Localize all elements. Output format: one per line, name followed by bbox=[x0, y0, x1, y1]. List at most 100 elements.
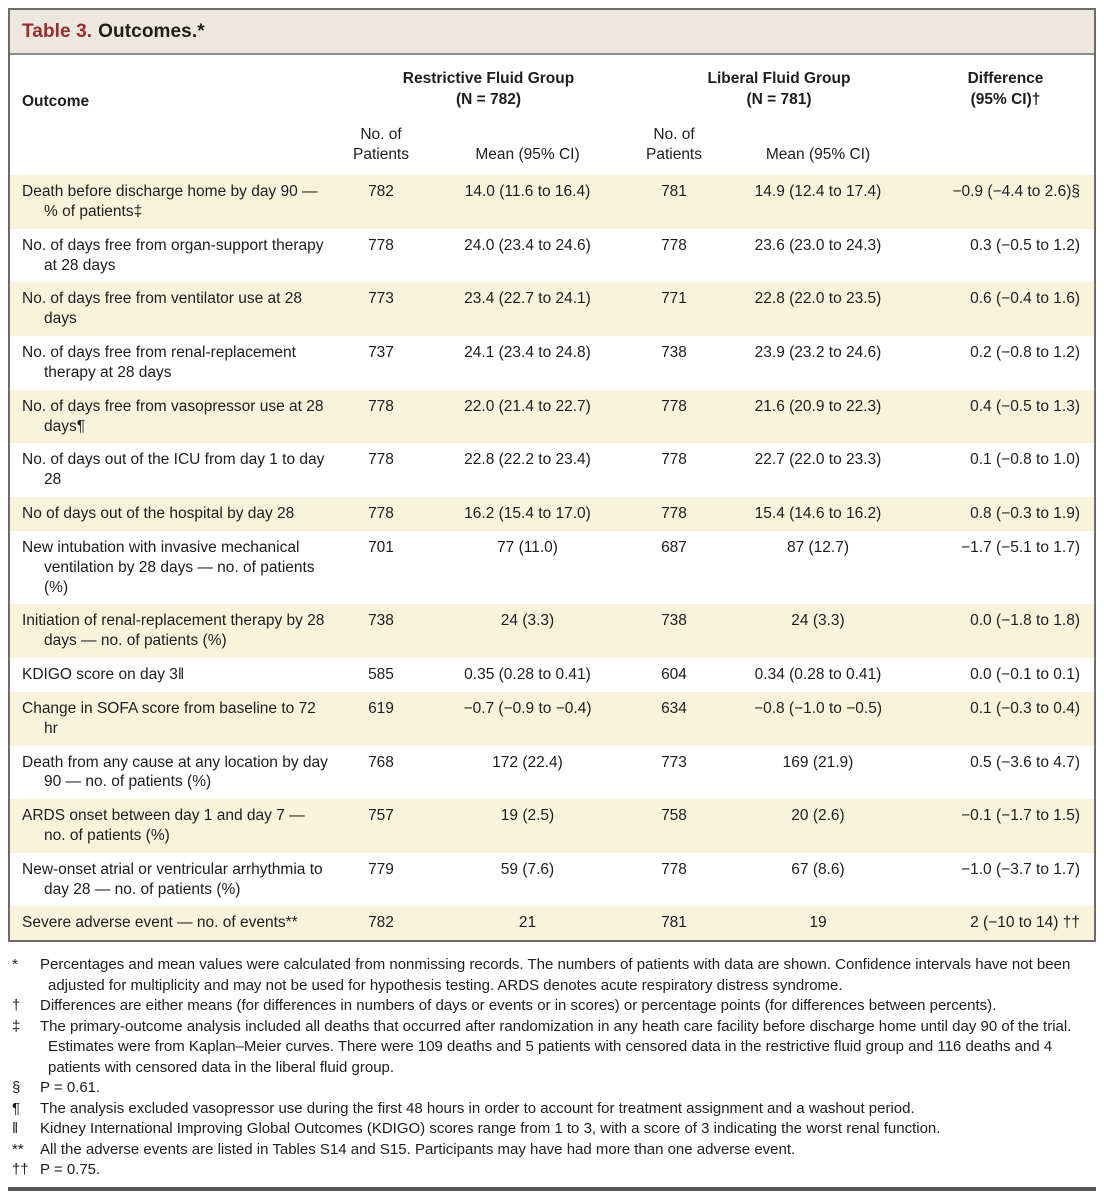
restrictive-n-cell: 782 bbox=[368, 914, 394, 932]
column-header-difference: Difference (95% CI)† bbox=[967, 70, 1044, 108]
sub-header-restrictive-n: No. of Patients bbox=[352, 125, 409, 163]
difference-cell: 0.4 (−0.5 to 1.3) bbox=[970, 397, 1080, 415]
liberal-n-cell: 771 bbox=[661, 290, 687, 308]
outcome-cell: New intubation with invasive mechanical … bbox=[22, 538, 315, 596]
footnote-text: Differences are either means (for differ… bbox=[40, 997, 997, 1015]
restrictive-mean-cell: 59 (7.6) bbox=[500, 860, 555, 878]
difference-cell: 0.1 (−0.8 to 1.0) bbox=[970, 451, 1080, 469]
footnote-text: All the adverse events are listed in Tab… bbox=[40, 1140, 796, 1158]
restrictive-mean-cell: 23.4 (22.7 to 24.1) bbox=[464, 290, 591, 308]
sub-header-spacer bbox=[923, 125, 1094, 165]
outcomes-table: Table 3. Outcomes.* Outcome Restrictive F… bbox=[8, 8, 1096, 943]
restrictive-n-cell: 773 bbox=[368, 290, 394, 308]
footnote-item: † Differences are either means (for diff… bbox=[10, 996, 1094, 1017]
footnote-item: § P = 0.61. bbox=[10, 1078, 1094, 1099]
bottom-rule bbox=[8, 1187, 1096, 1191]
footnote-marker: †† bbox=[12, 1161, 29, 1179]
difference-cell: 2 (−10 to 14) †† bbox=[970, 914, 1080, 932]
restrictive-mean-cell: 77 (11.0) bbox=[497, 538, 558, 556]
restrictive-mean-cell: 22.0 (21.4 to 22.7) bbox=[464, 397, 591, 415]
outcome-cell: No. of days out of the ICU from day 1 to… bbox=[22, 451, 325, 489]
footnote-item: * Percentages and mean values were calcu… bbox=[10, 955, 1094, 996]
difference-cell: 0.8 (−0.3 to 1.9) bbox=[970, 505, 1080, 523]
restrictive-mean-cell: 22.8 (22.2 to 23.4) bbox=[464, 451, 591, 469]
footnote-item: †† P = 0.75. bbox=[10, 1160, 1094, 1181]
difference-cell: 0.0 (−1.8 to 1.8) bbox=[970, 612, 1080, 630]
liberal-n-cell: 778 bbox=[661, 860, 687, 878]
table-row: No. of days free from ventilator use at … bbox=[10, 282, 1094, 337]
footnote-text: P = 0.75. bbox=[40, 1161, 101, 1179]
liberal-n-cell: 604 bbox=[661, 666, 687, 684]
difference-cell: −0.9 (−4.4 to 2.6)§ bbox=[952, 183, 1080, 201]
table-header: Outcome Restrictive Fluid Group (N = 782… bbox=[10, 55, 1094, 175]
liberal-n-cell: 778 bbox=[661, 397, 687, 415]
liberal-mean-cell: 19 bbox=[809, 914, 827, 932]
table-row: Death before discharge home by day 90 — … bbox=[10, 175, 1094, 229]
outcome-cell: No. of days free from organ-support ther… bbox=[22, 236, 324, 274]
table-row: Severe adverse event — no. of events** 7… bbox=[10, 906, 1094, 941]
difference-cell: 0.1 (−0.3 to 0.4) bbox=[970, 699, 1080, 717]
liberal-mean-cell: 15.4 (14.6 to 16.2) bbox=[754, 505, 882, 523]
liberal-n-cell: 634 bbox=[661, 699, 687, 717]
column-header-restrictive-group: Restrictive Fluid Group (N = 782) bbox=[402, 70, 575, 108]
liberal-mean-cell: 22.8 (22.0 to 23.5) bbox=[754, 290, 882, 308]
table-title-bar: Table 3. Outcomes.* bbox=[10, 10, 1094, 55]
outcome-cell: ARDS onset between day 1 and day 7 — no.… bbox=[22, 807, 305, 844]
table-row: No of days out of the hospital by day 28… bbox=[10, 497, 1094, 531]
liberal-mean-cell: 67 (8.6) bbox=[791, 860, 845, 878]
liberal-mean-cell: 14.9 (12.4 to 17.4) bbox=[754, 183, 882, 201]
liberal-n-cell: 738 bbox=[661, 612, 687, 630]
liberal-mean-cell: 24 (3.3) bbox=[791, 612, 845, 630]
outcome-cell: No. of days free from renal-replacement … bbox=[22, 344, 296, 381]
liberal-mean-cell: 169 (21.9) bbox=[782, 753, 854, 771]
restrictive-mean-cell: 24.0 (23.4 to 24.6) bbox=[464, 236, 591, 254]
difference-cell: 0.5 (−3.6 to 4.7) bbox=[970, 753, 1080, 771]
difference-cell: 0.0 (−0.1 to 0.1) bbox=[970, 666, 1080, 684]
table-row: Change in SOFA score from baseline to 72… bbox=[10, 691, 1094, 746]
liberal-n-cell: 758 bbox=[661, 807, 687, 825]
restrictive-n-cell: 585 bbox=[368, 666, 394, 684]
footnote-item: ‡ The primary-outcome analysis included … bbox=[10, 1017, 1094, 1079]
outcome-cell: Initiation of renal-replacement therapy … bbox=[22, 612, 325, 650]
column-header-liberal-group: Liberal Fluid Group (N = 781) bbox=[707, 70, 851, 108]
footnote-marker: ‡ bbox=[12, 1017, 21, 1035]
restrictive-n-cell: 779 bbox=[368, 860, 394, 878]
footnote-marker: ** bbox=[12, 1140, 24, 1158]
footnote-marker: * bbox=[12, 956, 18, 974]
liberal-mean-cell: 20 (2.6) bbox=[791, 807, 845, 825]
outcome-cell: No. of days free from vasopressor use at… bbox=[22, 397, 324, 435]
table-row: No. of days free from vasopressor use at… bbox=[10, 389, 1094, 444]
liberal-n-cell: 778 bbox=[661, 451, 687, 469]
liberal-n-cell: 687 bbox=[661, 538, 687, 556]
liberal-n-cell: 773 bbox=[661, 753, 687, 771]
group-header-row: Outcome Restrictive Fluid Group (N = 782… bbox=[10, 69, 1094, 111]
restrictive-mean-cell: 19 (2.5) bbox=[500, 807, 555, 825]
restrictive-mean-cell: 16.2 (15.4 to 17.0) bbox=[464, 505, 591, 523]
liberal-n-cell: 778 bbox=[661, 236, 687, 254]
outcome-cell: Death before discharge home by day 90 — … bbox=[22, 183, 318, 220]
footnote-marker: † bbox=[12, 997, 21, 1015]
table-row: No. of days free from organ-support ther… bbox=[10, 229, 1094, 283]
restrictive-n-cell: 782 bbox=[368, 183, 394, 201]
restrictive-mean-cell: 24 (3.3) bbox=[500, 612, 555, 630]
restrictive-mean-cell: 21 bbox=[518, 914, 537, 932]
sub-header-liberal-mean: Mean (95% CI) bbox=[765, 145, 871, 163]
restrictive-mean-cell: −0.7 (−0.9 to −0.4) bbox=[463, 699, 592, 717]
liberal-n-cell: 778 bbox=[661, 505, 687, 523]
restrictive-n-cell: 778 bbox=[368, 397, 394, 415]
restrictive-mean-cell: 172 (22.4) bbox=[492, 753, 563, 771]
table-body: Death before discharge home by day 90 — … bbox=[10, 175, 1094, 941]
sub-header-liberal-n: No. of Patients bbox=[645, 125, 702, 163]
difference-cell: 0.6 (−0.4 to 1.6) bbox=[970, 290, 1080, 308]
footnotes: * Percentages and mean values were calcu… bbox=[8, 955, 1096, 1181]
restrictive-n-cell: 701 bbox=[368, 538, 394, 556]
restrictive-n-cell: 757 bbox=[368, 807, 394, 825]
liberal-mean-cell: 21.6 (20.9 to 22.3) bbox=[754, 397, 882, 415]
footnote-text: The analysis excluded vasopressor use du… bbox=[40, 1099, 915, 1117]
table-row: No. of days out of the ICU from day 1 to… bbox=[10, 443, 1094, 497]
footnote-marker: ¶ bbox=[12, 1099, 21, 1117]
outcome-cell: Death from any cause at any location by … bbox=[22, 753, 328, 791]
outcome-cell: Severe adverse event — no. of events** bbox=[22, 914, 298, 932]
footnote-item: ‖ Kidney International Improving Global … bbox=[10, 1119, 1094, 1140]
